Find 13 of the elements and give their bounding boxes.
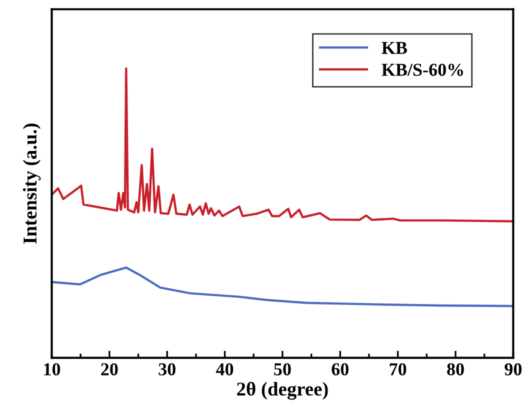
- x-tick-label: 20: [101, 363, 118, 376]
- x-axis-title: 2θ (degree): [237, 382, 328, 400]
- x-tick-label: 60: [332, 363, 349, 376]
- x-tick-label: 80: [447, 363, 464, 376]
- x-tick-label: 70: [390, 363, 406, 376]
- x-tick-label: 50: [274, 363, 291, 376]
- y-axis-title: Intensity (a.u.): [22, 124, 41, 244]
- legend-label: KB/S-60%: [382, 64, 463, 76]
- legend-label: KB: [382, 42, 407, 54]
- x-tick-label: 10: [44, 363, 60, 376]
- x-tick-label: 90: [504, 363, 522, 376]
- x-tick-label: 40: [216, 363, 234, 376]
- x-tick-label: 30: [158, 363, 176, 376]
